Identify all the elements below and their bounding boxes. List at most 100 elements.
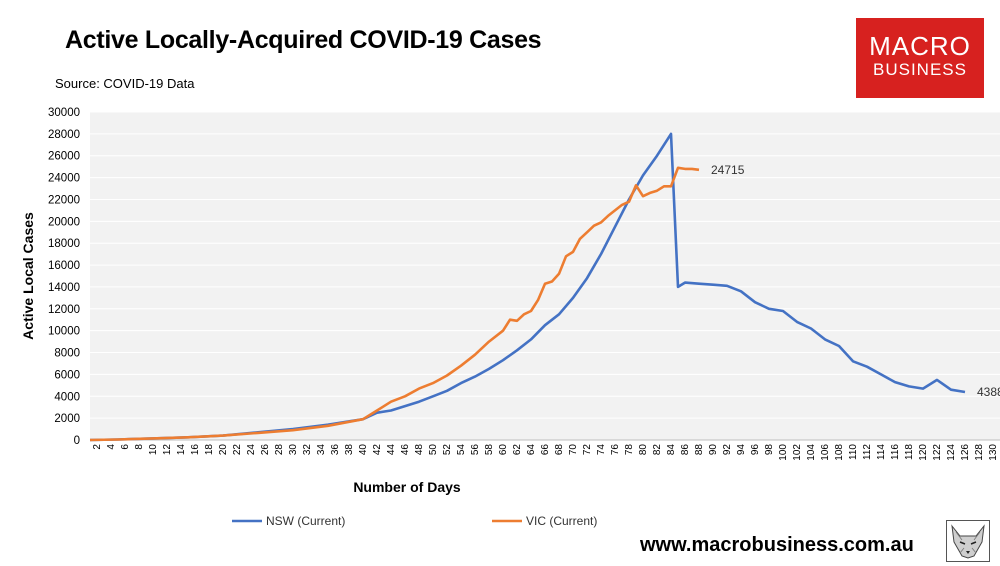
x-tick-label: 48	[414, 444, 425, 456]
y-tick-label: 2000	[54, 413, 80, 425]
x-tick-label: 106	[820, 444, 831, 461]
x-tick-label: 56	[470, 444, 481, 456]
x-tick-label: 34	[316, 444, 327, 456]
x-tick-label: 6	[120, 444, 131, 450]
x-tick-label: 50	[428, 444, 439, 456]
x-tick-label: 10	[148, 444, 159, 456]
x-tick-label: 112	[862, 444, 873, 460]
y-tick-label: 22000	[48, 194, 80, 206]
x-tick-label: 16	[190, 444, 201, 456]
y-tick-label: 6000	[54, 369, 80, 381]
x-tick-label: 88	[694, 444, 705, 456]
gridlines	[90, 111, 1000, 419]
end-labels: 24715 4388	[711, 163, 1000, 399]
y-axis-label: Active Local Cases	[20, 212, 36, 340]
x-tick-label: 92	[722, 444, 733, 456]
x-tick-label: 72	[582, 444, 593, 456]
y-tick-label: 20000	[48, 216, 80, 228]
x-tick-label: 90	[708, 444, 719, 456]
x-tick-label: 22	[232, 444, 243, 456]
x-tick-label: 14	[176, 444, 187, 456]
x-tick-label: 128	[974, 444, 985, 461]
y-tick-label: 12000	[48, 304, 80, 316]
x-tick-label: 30	[288, 444, 299, 456]
x-tick-label: 8	[134, 444, 145, 450]
legend: NSW (Current) VIC (Current)	[232, 514, 597, 528]
x-tick-label: 66	[540, 444, 551, 456]
x-tick-label: 78	[624, 444, 635, 456]
x-tick-label: 94	[736, 444, 747, 456]
x-tick-label: 116	[890, 444, 901, 460]
x-tick-label: 28	[274, 444, 285, 456]
x-tick-label: 80	[638, 444, 649, 456]
x-tick-label: 70	[568, 444, 579, 456]
y-tick-label: 28000	[48, 129, 80, 141]
x-tick-label: 26	[260, 444, 271, 456]
y-tick-label: 10000	[48, 326, 80, 338]
y-axis-ticks: 0 2000 4000 6000 8000 10000 12000 14000 16000 180…	[48, 107, 80, 447]
plot-area	[90, 112, 1000, 440]
y-tick-label: 30000	[48, 107, 80, 119]
x-tick-label: 4	[106, 444, 117, 450]
x-tick-label: 114	[876, 444, 887, 460]
logo-line1: MACRO	[869, 31, 971, 61]
x-tick-label: 110	[848, 444, 859, 460]
y-tick-label: 14000	[48, 282, 80, 294]
x-tick-label: 44	[386, 444, 397, 456]
x-tick-label: 124	[946, 444, 957, 461]
x-tick-label: 58	[484, 444, 495, 456]
chart-title: Active Locally-Acquired COVID-19 Cases	[65, 26, 542, 54]
x-tick-label: 52	[442, 444, 453, 456]
x-tick-label: 18	[204, 444, 215, 456]
vic-series-line	[89, 166, 700, 442]
x-tick-label: 74	[596, 444, 607, 456]
legend-label: NSW (Current)	[266, 514, 345, 528]
y-tick-label: 24000	[48, 173, 80, 185]
x-tick-label: 68	[554, 444, 565, 456]
fox-logo-icon	[946, 520, 990, 562]
x-tick-label: 60	[498, 444, 509, 456]
x-tick-label: 120	[918, 444, 929, 461]
x-tick-label: 64	[526, 444, 537, 456]
x-tick-label: 42	[372, 444, 383, 456]
logo-line2: BUSINESS	[873, 60, 967, 79]
x-axis-label: Number of Days	[353, 479, 461, 495]
x-tick-label: 24	[246, 444, 257, 456]
x-tick-label: 40	[358, 444, 369, 456]
x-tick-label: 86	[680, 444, 691, 456]
x-tick-label: 62	[512, 444, 523, 456]
x-tick-label: 126	[960, 444, 971, 461]
x-tick-label: 98	[764, 444, 775, 456]
x-tick-label: 76	[610, 444, 621, 456]
y-tick-label: 4000	[54, 391, 80, 403]
footer-url[interactable]: www.macrobusiness.com.au	[640, 534, 914, 556]
y-tick-label: 18000	[48, 238, 80, 250]
series-lines	[89, 132, 966, 442]
end-value-label: 24715	[711, 163, 745, 177]
x-tick-label: 54	[456, 444, 467, 456]
x-tick-label: 102	[792, 444, 803, 461]
x-tick-label: 46	[400, 444, 411, 456]
x-tick-label: 38	[344, 444, 355, 456]
x-tick-label: 96	[750, 444, 761, 456]
x-tick-label: 36	[330, 444, 341, 456]
x-tick-label: 84	[666, 444, 677, 456]
x-axis-ticks: 2 4 6 8 10 12 14 16 18 20 22 24 26 28 30 32 34 36 38 40 42 44…	[92, 444, 999, 461]
y-tick-label: 16000	[48, 260, 80, 272]
y-tick-label: 26000	[48, 151, 80, 163]
x-tick-label: 108	[834, 444, 845, 461]
x-tick-label: 100	[778, 444, 789, 461]
legend-label: VIC (Current)	[526, 514, 597, 528]
macrobusiness-logo[interactable]: MACRO BUSINESS	[856, 18, 984, 98]
chart-source: Source: COVID-19 Data	[55, 76, 195, 91]
x-tick-label: 130	[988, 444, 999, 461]
y-tick-label: 0	[74, 435, 80, 447]
x-tick-label: 32	[302, 444, 313, 456]
x-tick-label: 20	[218, 444, 229, 456]
x-tick-label: 122	[932, 444, 943, 461]
x-tick-label: 2	[92, 444, 103, 450]
x-tick-label: 104	[806, 444, 817, 461]
x-tick-label: 12	[162, 444, 173, 456]
x-tick-label: 118	[904, 444, 915, 460]
